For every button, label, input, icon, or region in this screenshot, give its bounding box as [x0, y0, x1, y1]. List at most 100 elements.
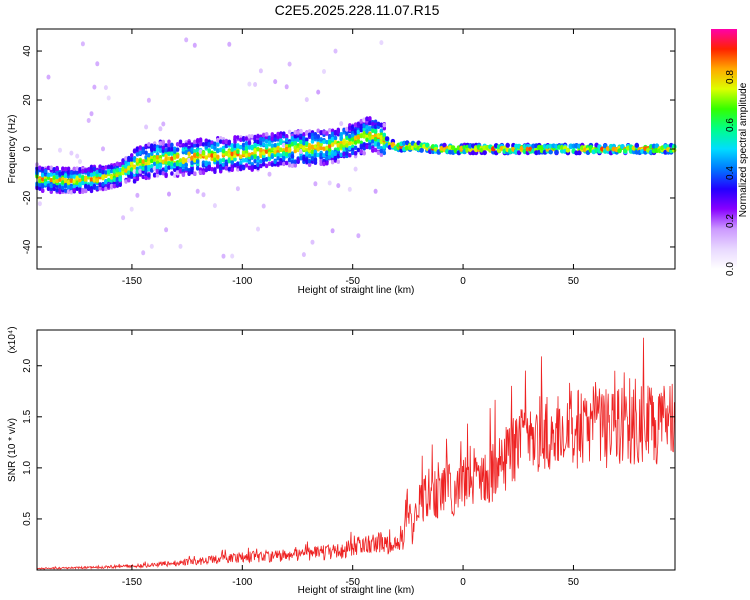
- spectrogram-cell: [193, 143, 197, 148]
- spectrogram-cell: [299, 139, 303, 145]
- spectrogram-cell: [58, 177, 62, 182]
- spectrogram-cell: [75, 153, 80, 159]
- spectrogram-cell: [46, 165, 51, 171]
- spectrogram-cell: [293, 130, 298, 135]
- spectrogram-cell: [190, 160, 194, 165]
- spectrogram-cell: [118, 167, 122, 173]
- spectrogram-cell: [362, 142, 366, 148]
- spectrogram-cell: [261, 133, 266, 138]
- spectrogram-cell: [244, 146, 249, 151]
- spectrogram-cell: [52, 167, 56, 172]
- spectrogram-cell: [259, 140, 263, 146]
- spectrogram-cell: [250, 134, 254, 139]
- spectrogram-cell: [227, 140, 232, 145]
- spectrogram-cell: [287, 61, 292, 67]
- spectrogram-cell: [218, 165, 223, 171]
- spectrogram-cell: [313, 152, 318, 158]
- spectrogram-cell: [170, 142, 174, 148]
- spectrogram-cell: [250, 145, 254, 151]
- spectrogram-cell: [63, 177, 68, 183]
- spectrogram-cell: [72, 174, 77, 179]
- spectrogram-cell: [221, 253, 226, 259]
- spectrogram-x-ticks: -150 -100 -50 0 50: [122, 29, 579, 287]
- spectrogram-cell: [161, 170, 166, 176]
- spectrogram-cell: [141, 159, 145, 164]
- spectrogram-cell: [158, 148, 163, 153]
- spectrogram-cell: [296, 130, 300, 135]
- spectrogram-cell: [167, 139, 171, 145]
- spectrogram-cell: [46, 172, 51, 178]
- spectrogram-cell: [307, 153, 312, 159]
- spectrogram-cell: [376, 150, 381, 155]
- spectrogram-cell: [55, 170, 59, 176]
- spectrogram-cell: [235, 186, 240, 192]
- spectrogram-cell: [382, 150, 387, 156]
- spectrogram-cell: [482, 150, 487, 156]
- spectrogram-cell: [175, 170, 180, 176]
- spectrogram-cell: [86, 118, 91, 123]
- spectrogram-cell: [276, 152, 280, 157]
- spectrogram-cell: [207, 152, 211, 157]
- spectrogram-cell: [365, 137, 369, 142]
- spectrogram-cell: [115, 168, 120, 173]
- spectrogram-cell: [198, 137, 203, 142]
- snr-x-tick-label: -50: [345, 577, 360, 588]
- spectrogram-cell: [207, 148, 211, 154]
- spectrogram-cell: [195, 143, 200, 148]
- spectrogram-cell: [373, 142, 378, 147]
- spectrogram-cell: [204, 155, 209, 160]
- colorbar-tick-label: 0.2: [725, 214, 736, 228]
- spectrogram-cell: [155, 155, 160, 160]
- spectrogram-cell: [201, 150, 206, 156]
- spectrogram-cell: [365, 125, 369, 130]
- spectrogram-cell: [175, 154, 180, 159]
- spectrogram-cell: [302, 141, 306, 146]
- spectrogram-cell: [548, 149, 553, 155]
- spectrogram-cell: [371, 128, 375, 133]
- spectrogram-cell: [362, 134, 366, 139]
- spectrogram-cell: [43, 181, 48, 186]
- spectrogram-cell: [69, 185, 74, 191]
- spectrogram-cell: [316, 89, 321, 95]
- spectrogram-cell: [46, 186, 51, 191]
- spectrogram-cell: [58, 171, 62, 177]
- spectrogram-cell: [175, 165, 180, 171]
- spectrogram-cell: [373, 188, 378, 194]
- spectrogram-cell: [342, 152, 346, 157]
- spectrogram-cell: [244, 136, 249, 141]
- spectrogram-cell: [152, 166, 157, 171]
- spectrogram-cell: [310, 135, 315, 141]
- spectrogram-cell: [216, 163, 220, 169]
- spectrogram-cell: [336, 153, 341, 159]
- spectrogram-cell: [256, 134, 260, 139]
- spectrogram-cell: [167, 165, 171, 170]
- spectrogram-cell: [155, 147, 160, 152]
- spectrogram-cell: [170, 161, 174, 167]
- spectrogram-cell: [55, 178, 59, 184]
- spectrogram-cell: [61, 177, 65, 182]
- spectrogram-cell: [353, 150, 358, 156]
- snr-frame: [36, 329, 676, 571]
- spectrogram-cell: [330, 159, 335, 165]
- spectrogram-cell: [104, 170, 108, 175]
- snr-x-ticks: -150 -100 -50 0 50: [122, 330, 579, 588]
- spectrogram-cell: [152, 161, 157, 167]
- spectrogram-cell: [61, 180, 65, 185]
- spectrogram-cell: [382, 122, 387, 128]
- spectrogram-cell: [290, 163, 295, 168]
- spectrogram-cell: [287, 152, 292, 158]
- spectrogram-cell: [161, 145, 166, 150]
- spectrogram-cell: [233, 156, 237, 162]
- spectrogram-cell: [253, 164, 257, 170]
- spectrogram-cell: [325, 145, 329, 150]
- spectrogram-cell: [195, 159, 200, 164]
- spectrogram-cell: [213, 153, 217, 158]
- spectrogram-cell: [373, 124, 378, 129]
- spectrogram-cell: [218, 169, 223, 174]
- spectrogram-cell: [164, 153, 168, 159]
- spectrogram-cell: [236, 135, 240, 140]
- spectrogram-cell: [376, 133, 381, 138]
- spectrogram-cell: [327, 155, 332, 160]
- spectrogram-cell: [95, 178, 100, 183]
- spectrogram-cell: [305, 137, 309, 143]
